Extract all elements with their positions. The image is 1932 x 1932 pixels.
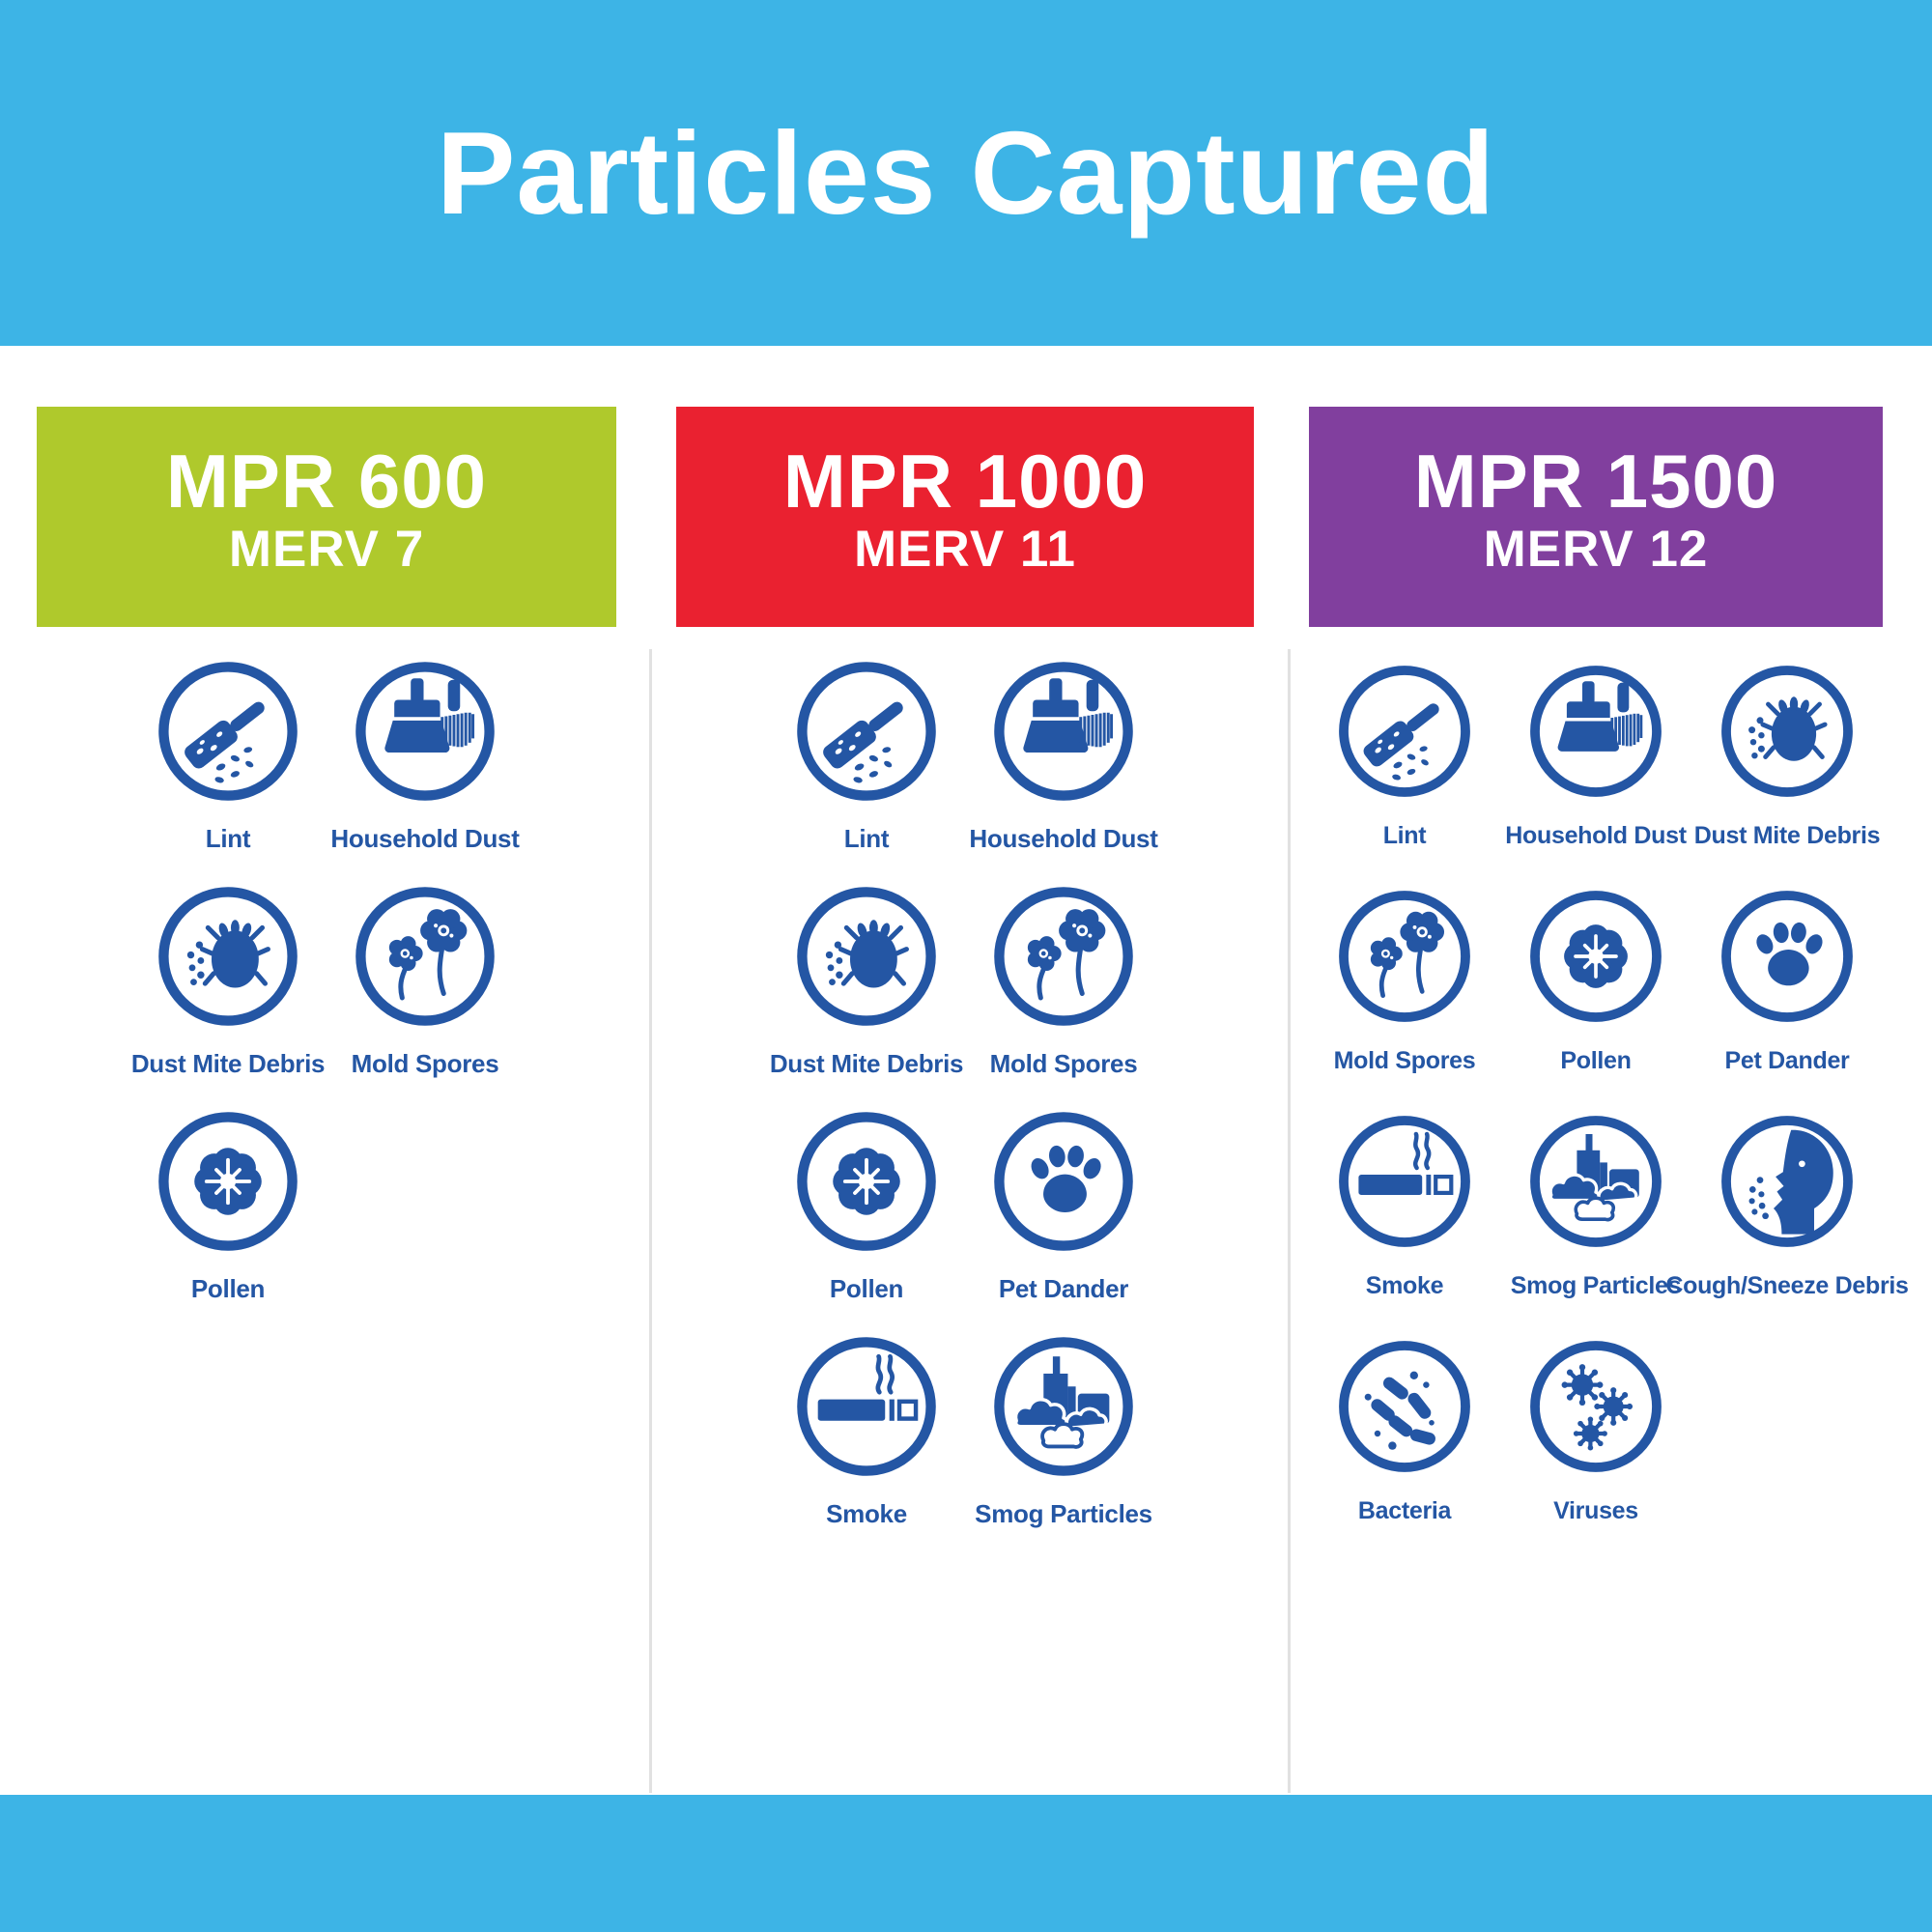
mpr-600-header: MPR 600 MERV 7 [37, 407, 616, 627]
pollen-icon [1528, 889, 1663, 1024]
particle-label: Cough/Sneeze Debris [1665, 1272, 1909, 1299]
particle-label: Pet Dander [998, 1274, 1129, 1303]
particle-label: Household Dust [330, 824, 520, 853]
particle-label: Mold Spores [351, 1049, 499, 1078]
mold-spores-icon [992, 885, 1135, 1028]
dust-mite-debris-icon [156, 885, 299, 1028]
household-dust-icon [992, 660, 1135, 803]
particle-pollen: Pollen [768, 1110, 965, 1335]
dust-mite-debris-icon [795, 885, 938, 1028]
particle-household-dust: Household Dust [327, 660, 524, 885]
merv-rating: MERV 7 [228, 520, 425, 578]
household-dust-icon [354, 660, 497, 803]
particle-lint: Lint [1309, 660, 1500, 885]
bacteria-icon [1337, 1339, 1472, 1474]
column-divider [649, 649, 652, 1793]
mpr-1500-header: MPR 1500 MERV 12 [1309, 407, 1883, 627]
particle-label: Smog Particles [1510, 1272, 1682, 1299]
smoke-icon [1337, 1114, 1472, 1249]
particle-label: Dust Mite Debris [1693, 822, 1881, 849]
particle-label: Household Dust [1505, 822, 1687, 849]
top-banner: Particles Captured [0, 0, 1932, 346]
mold-spores-icon [354, 885, 497, 1028]
lint-icon [1337, 664, 1472, 799]
pet-dander-icon [1719, 889, 1855, 1024]
column-mpr-1500: MPR 1500 MERV 12 Lint Household Dust Dust … [1309, 407, 1909, 1560]
particles-grid-mpr-600: Lint Household Dust Dust Mite Debris Mold S… [37, 660, 616, 1335]
particle-mold-spores: Mold Spores [965, 885, 1162, 1110]
particles-grid-mpr-1000: Lint Household Dust Dust Mite Debris Mold S… [676, 660, 1254, 1560]
particle-label: Smoke [1365, 1272, 1444, 1299]
pet-dander-icon [992, 1110, 1135, 1253]
particle-label: Mold Spores [989, 1049, 1138, 1078]
merv-rating: MERV 11 [854, 520, 1076, 578]
smog-particles-icon [992, 1335, 1135, 1478]
particle-pet-dander: Pet Dander [1691, 885, 1883, 1110]
particle-lint: Lint [129, 660, 327, 885]
particle-label: Viruses [1553, 1497, 1638, 1524]
particle-smog-particles: Smog Particles [1500, 1110, 1691, 1335]
particle-label: Lint [205, 824, 251, 853]
particle-label: Pet Dander [1724, 1047, 1850, 1074]
lint-icon [795, 660, 938, 803]
particle-label: Pollen [829, 1274, 904, 1303]
particle-smog-particles: Smog Particles [965, 1335, 1162, 1560]
particle-label: Bacteria [1357, 1497, 1452, 1524]
column-mpr-600: MPR 600 MERV 7 Lint Household Dust Dust Mi… [37, 407, 616, 1335]
particle-cough-sneeze-debris: Cough/Sneeze Debris [1665, 1110, 1909, 1335]
particle-household-dust: Household Dust [965, 660, 1162, 885]
particle-lint: Lint [768, 660, 965, 885]
particle-pollen: Pollen [129, 1110, 327, 1335]
particle-label: Pollen [190, 1274, 266, 1303]
particle-label: Lint [843, 824, 890, 853]
particle-pet-dander: Pet Dander [965, 1110, 1162, 1335]
particle-label: Smog Particles [975, 1499, 1152, 1528]
mpr-rating: MPR 1000 [782, 438, 1148, 524]
particle-label: Lint [1382, 822, 1427, 849]
particle-label: Mold Spores [1333, 1047, 1476, 1074]
bottom-bar [0, 1795, 1932, 1932]
page-title: Particles Captured [436, 107, 1496, 239]
particle-smoke: Smoke [1309, 1110, 1500, 1335]
particle-smoke: Smoke [768, 1335, 965, 1560]
merv-rating: MERV 12 [1483, 520, 1709, 578]
particle-label: Household Dust [969, 824, 1158, 853]
mpr-rating: MPR 1500 [1413, 438, 1778, 524]
particle-mold-spores: Mold Spores [327, 885, 524, 1110]
pollen-icon [156, 1110, 299, 1253]
cough-sneeze-debris-icon [1719, 1114, 1855, 1249]
particle-dust-mite-debris: Dust Mite Debris [1691, 660, 1883, 885]
particle-household-dust: Household Dust [1500, 660, 1691, 885]
viruses-icon [1528, 1339, 1663, 1474]
lint-icon [156, 660, 299, 803]
particle-dust-mite-debris: Dust Mite Debris [768, 885, 965, 1110]
mpr-rating: MPR 600 [165, 438, 488, 524]
particle-label: Smoke [826, 1499, 907, 1528]
column-divider [1288, 649, 1291, 1793]
pollen-icon [795, 1110, 938, 1253]
smoke-icon [795, 1335, 938, 1478]
particle-pollen: Pollen [1500, 885, 1691, 1110]
column-mpr-1000: MPR 1000 MERV 11 Lint Household Dust Dust … [676, 407, 1254, 1560]
particle-label: Pollen [1560, 1047, 1632, 1074]
dust-mite-debris-icon [1719, 664, 1855, 799]
particle-label: Dust Mite Debris [769, 1049, 964, 1078]
household-dust-icon [1528, 664, 1663, 799]
particle-viruses: Viruses [1500, 1335, 1691, 1560]
smog-particles-icon [1528, 1114, 1663, 1249]
particles-grid-mpr-1500: Lint Household Dust Dust Mite Debris Mold S… [1309, 660, 1909, 1560]
mold-spores-icon [1337, 889, 1472, 1024]
mpr-1000-header: MPR 1000 MERV 11 [676, 407, 1254, 627]
particle-label: Dust Mite Debris [130, 1049, 326, 1078]
particle-mold-spores: Mold Spores [1309, 885, 1500, 1110]
particle-dust-mite-debris: Dust Mite Debris [129, 885, 327, 1110]
particle-bacteria: Bacteria [1309, 1335, 1500, 1560]
